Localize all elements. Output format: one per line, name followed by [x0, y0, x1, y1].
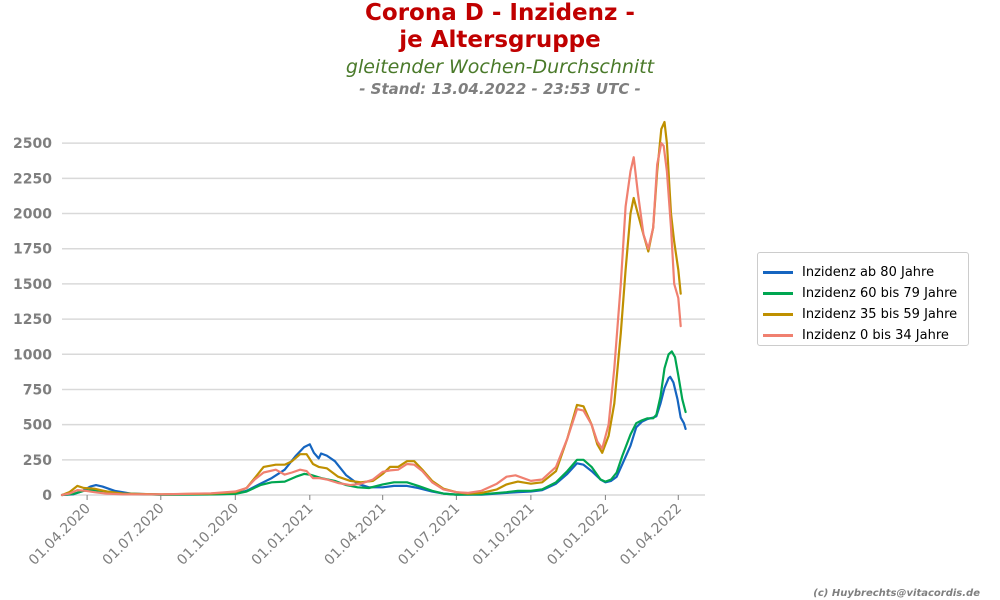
y-tick-label: 1500	[13, 277, 52, 293]
y-tick-label: 500	[23, 418, 52, 434]
x-tick-label: 01.07.2020	[100, 501, 168, 569]
x-tick-label: 01.04.2021	[322, 501, 390, 569]
legend-label: Inzidenz 60 bis 79 Jahre	[802, 286, 958, 301]
legend-item-35-59[interactable]: Inzidenz 35 bis 59 Jahre	[763, 304, 968, 325]
chart-timestamp: - Stand: 13.04.2022 - 23:53 UTC -	[359, 80, 641, 98]
series-line-1	[60, 350, 687, 497]
chart-subtitle: gleitender Wochen-Durchschnitt	[345, 56, 655, 78]
legend-label: Inzidenz ab 80 Jahre	[802, 265, 935, 280]
x-tick-label: 01.10.2020	[174, 501, 242, 569]
chart-title-line-1: Corona D - Inzidenz -	[365, 0, 635, 26]
legend-swatch	[763, 313, 793, 316]
series-line-3	[60, 142, 682, 497]
copyright-credit: (c) Huybrechts@vitacordis.de	[813, 588, 980, 599]
chart-title-line-2: je Altersgruppe	[399, 27, 601, 53]
y-tick-label: 0	[42, 488, 52, 504]
legend-swatch	[763, 271, 793, 274]
x-tick-label: 01.04.2020	[26, 501, 94, 569]
y-tick-label: 750	[23, 382, 52, 398]
y-tick-label: 250	[23, 453, 52, 469]
legend-swatch	[763, 334, 793, 337]
legend-item-80-plus[interactable]: Inzidenz ab 80 Jahre	[763, 262, 968, 283]
y-tick-label: 1250	[13, 312, 52, 328]
x-tick-label: 01.01.2022	[544, 501, 612, 569]
legend-label: Inzidenz 35 bis 59 Jahre	[802, 307, 958, 322]
y-tick-label: 1000	[13, 347, 52, 363]
x-tick-label: 01.04.2022	[617, 501, 685, 569]
legend-swatch	[763, 292, 793, 295]
series-lines	[60, 120, 687, 497]
grid-lines	[62, 142, 705, 496]
x-tick-label: 01.07.2021	[395, 501, 463, 569]
legend-item-0-34[interactable]: Inzidenz 0 bis 34 Jahre	[763, 325, 968, 346]
y-tick-label: 2000	[13, 207, 52, 223]
y-tick-label: 1750	[13, 242, 52, 258]
y-axis-ticks: 0 250 500 750 1000 1250 1500 1750 2000 2250 2500	[13, 136, 52, 504]
legend-label: Inzidenz 0 bis 34 Jahre	[802, 328, 949, 343]
x-axis-ticks: 01.04.2020 01.07.2020 01.10.2020 01.01.2021…	[26, 495, 685, 569]
y-tick-label: 2500	[13, 136, 52, 152]
legend-item-60-79[interactable]: Inzidenz 60 bis 79 Jahre	[763, 283, 968, 304]
x-tick-label: 01.10.2021	[470, 501, 538, 569]
x-tick-label: 01.01.2021	[249, 501, 317, 569]
y-tick-label: 2250	[13, 171, 52, 187]
series-line-0	[60, 375, 687, 497]
legend: Inzidenz ab 80 Jahre Inzidenz 60 bis 79 …	[757, 252, 969, 346]
